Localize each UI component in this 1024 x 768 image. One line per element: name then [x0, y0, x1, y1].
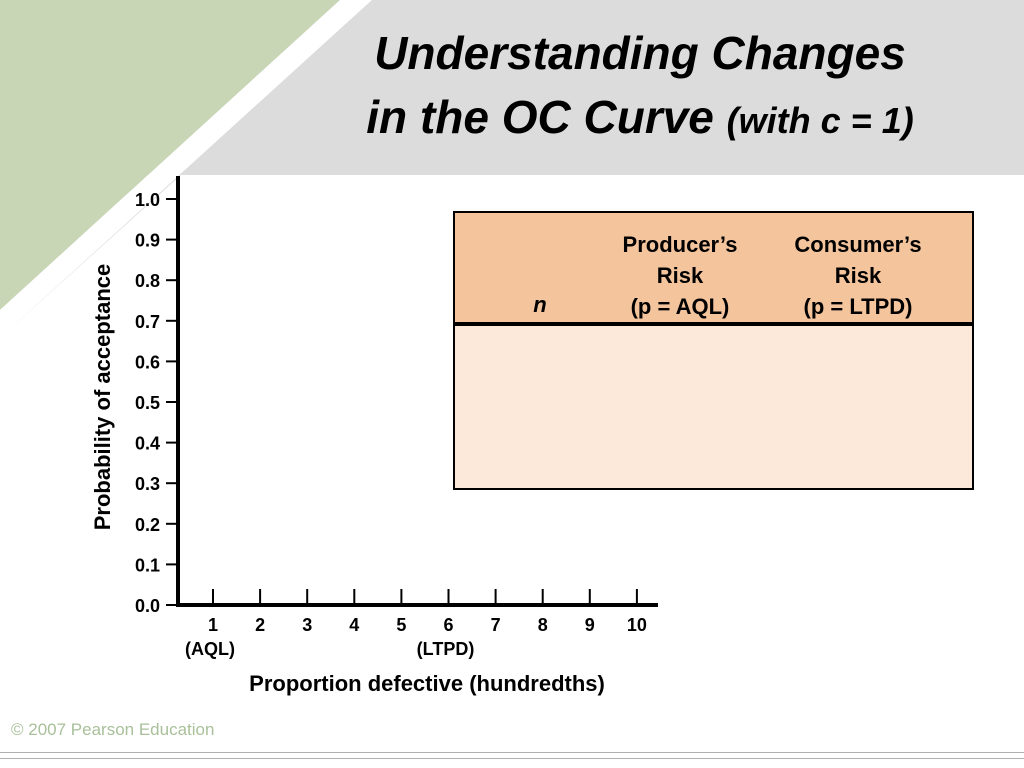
copyright-notice: © 2007 Pearson Education [11, 720, 215, 739]
y-tick-label: 0.5 [135, 393, 160, 413]
x-axis-ticks: 1 2 3 4 5 6 7 8 9 10 [208, 589, 647, 635]
y-tick-label: 0.8 [135, 271, 160, 291]
gray-diagonal-band [0, 0, 1024, 338]
x-tick-label: 6 [443, 615, 453, 635]
consumers-risk-line2: Risk [834, 263, 882, 288]
x-tick-label: 10 [627, 615, 647, 635]
risk-table-header: n Producer’s Risk (p = AQL) Consumer’s R… [455, 213, 972, 326]
x-axis-annotations: (AQL) (LTPD) [185, 639, 474, 659]
y-tick-label: 0.4 [135, 434, 160, 454]
x-tick-label: 5 [396, 615, 406, 635]
footer-line-bottom [0, 758, 1024, 759]
consumers-risk-line3: (p = LTPD) [803, 294, 913, 319]
title-parenthetical: (with c = 1) [726, 100, 914, 141]
header-producers-risk: Producer’s Risk (p = AQL) [600, 229, 760, 322]
x-tick-label: 3 [302, 615, 312, 635]
y-tick-label: 0.7 [135, 312, 160, 332]
title-main: in the OC Curve [366, 91, 714, 143]
x-tick-label: 8 [538, 615, 548, 635]
y-axis-label: Probability of acceptance [90, 264, 115, 531]
producers-risk-line3: (p = AQL) [630, 294, 730, 319]
header-n: n [533, 292, 547, 317]
producers-risk-line1: Producer’s [622, 232, 738, 257]
y-tick-label: 0.9 [135, 231, 160, 251]
y-tick-label: 0.3 [135, 474, 160, 494]
y-tick-label: 0.2 [135, 515, 160, 535]
consumers-risk-line1: Consumer’s [794, 232, 922, 257]
x-tick-label: 2 [255, 615, 265, 635]
x-tick-label: 4 [349, 615, 359, 635]
y-tick-label: 1.0 [135, 190, 160, 210]
y-tick-label: 0.1 [135, 555, 160, 575]
slide-title-line1: Understanding Changes [374, 27, 906, 79]
x-annotation-label: (LTPD) [417, 639, 475, 659]
y-tick-label: 0.6 [135, 352, 160, 372]
producers-risk-line2: Risk [656, 263, 704, 288]
footer-line-top [0, 752, 1024, 753]
x-tick-label: 1 [208, 615, 218, 635]
header-consumers-risk: Consumer’s Risk (p = LTPD) [773, 229, 943, 322]
slide-title-line2: in the OC Curve (with c = 1) [250, 90, 1024, 144]
risk-table: n Producer’s Risk (p = AQL) Consumer’s R… [453, 211, 974, 490]
x-annotation-label: (AQL) [185, 639, 235, 659]
x-axis-label: Proportion defective (hundredths) [249, 671, 605, 696]
y-axis-ticks: 0.0 0.1 0.2 0.3 0.4 0.5 0.6 0.7 0.8 0.9 1.0 [135, 190, 178, 616]
x-tick-label: 7 [491, 615, 501, 635]
y-tick-label: 0.0 [135, 596, 160, 616]
x-tick-label: 9 [585, 615, 595, 635]
